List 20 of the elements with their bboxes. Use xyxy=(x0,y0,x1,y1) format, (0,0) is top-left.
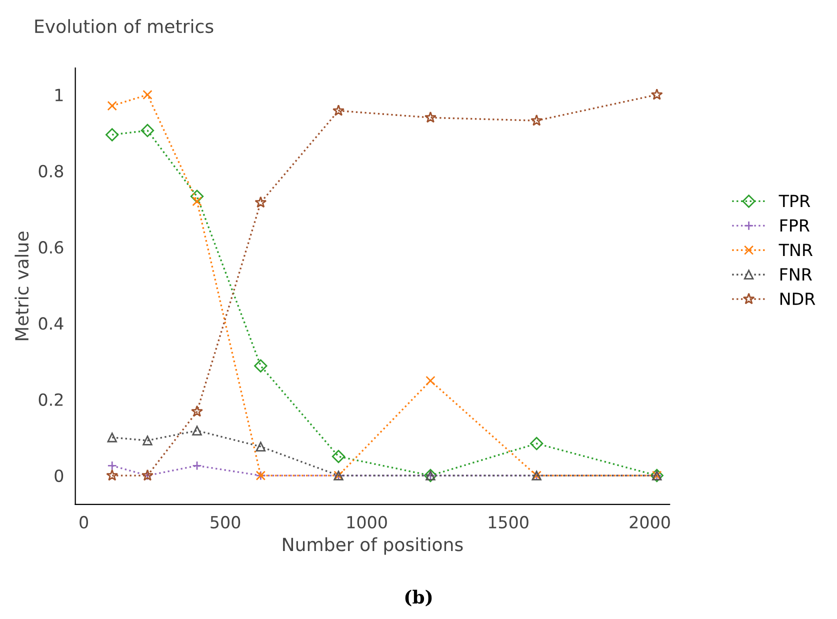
x-tick-label: 1000 xyxy=(347,516,387,528)
y-tick-label: 0.4 xyxy=(38,317,64,330)
legend-label: FPR xyxy=(780,219,810,232)
y-tick-label: 0.8 xyxy=(38,164,64,178)
y-axis-title: Metric value xyxy=(14,232,29,340)
y-tick-label: 0 xyxy=(54,470,64,482)
y-tick-label: 0.6 xyxy=(38,241,64,254)
x-tick-label: 1500 xyxy=(488,516,528,528)
legend-label: TPR xyxy=(778,194,810,208)
y-tick-label: 0.2 xyxy=(38,393,63,406)
x-axis-title: Number of positions xyxy=(283,537,463,555)
text: (b) xyxy=(405,590,432,606)
legend-label: NDR xyxy=(780,292,816,305)
x-tick-label: 2000 xyxy=(630,516,670,528)
x-tick-label: 0 xyxy=(80,516,88,528)
legend-label: FNR xyxy=(780,268,812,280)
chart-title: Evolution of metrics xyxy=(35,19,214,34)
legend-label: TNR xyxy=(778,244,813,256)
y-tick-label: 1 xyxy=(55,88,63,102)
x-tick-label: 500 xyxy=(210,516,240,528)
